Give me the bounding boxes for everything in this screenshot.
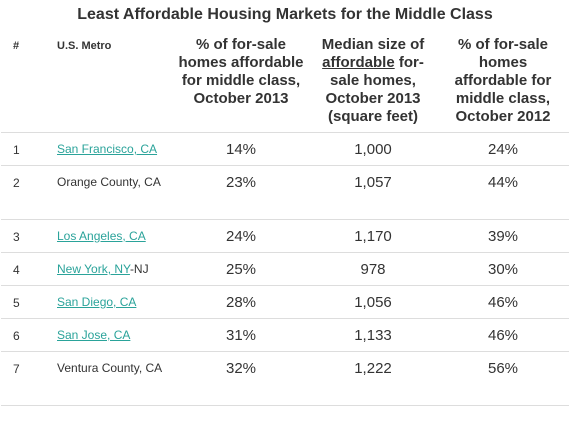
- row-median-size: 1,133: [309, 318, 437, 352]
- row-pct-2012: 44%: [437, 165, 569, 220]
- metro-text: -NJ: [129, 262, 149, 276]
- header-row: # U.S. Metro % of for-sale homes afforda…: [1, 28, 569, 133]
- table-row: 4 New York, NY-NJ 25% 978 30%: [1, 252, 569, 286]
- row-metro: San Francisco, CA: [45, 132, 173, 166]
- row-metro: San Jose, CA: [45, 318, 173, 352]
- row-pct-2012: 46%: [437, 318, 569, 352]
- row-num: 2: [1, 165, 45, 220]
- metro-link[interactable]: San Jose, CA: [57, 328, 131, 342]
- table-row: 3 Los Angeles, CA 24% 1,170 39%: [1, 219, 569, 253]
- row-metro: San Diego, CA: [45, 285, 173, 319]
- header-size-pre: Median size of: [321, 36, 425, 53]
- row-pct-2012: 56%: [437, 351, 569, 406]
- row-num: 3: [1, 219, 45, 253]
- table-row: 6 San Jose, CA 31% 1,133 46%: [1, 318, 569, 352]
- row-metro: Ventura County, CA: [45, 351, 173, 406]
- header-pct-2013: % of for-sale homes affordable for middl…: [173, 28, 309, 133]
- table-row: 7 Ventura County, CA 32% 1,222 56%: [1, 351, 569, 406]
- header-num: #: [1, 28, 45, 133]
- header-median-size: Median size of affordable for-sale homes…: [309, 28, 437, 133]
- row-pct-2012: 46%: [437, 285, 569, 319]
- table-row: 1 San Francisco, CA 14% 1,000 24%: [1, 132, 569, 166]
- housing-table: # U.S. Metro % of for-sale homes afforda…: [1, 28, 569, 406]
- row-median-size: 978: [309, 252, 437, 286]
- table-row: 5 San Diego, CA 28% 1,056 46%: [1, 285, 569, 319]
- row-pct-2012: 30%: [437, 252, 569, 286]
- metro-link[interactable]: San Diego, CA: [57, 295, 137, 309]
- row-median-size: 1,170: [309, 219, 437, 253]
- row-median-size: 1,056: [309, 285, 437, 319]
- row-pct-2013: 25%: [173, 252, 309, 286]
- metro-text: Orange County, CA: [57, 175, 161, 189]
- row-pct-2013: 28%: [173, 285, 309, 319]
- row-num: 4: [1, 252, 45, 286]
- metro-link[interactable]: Los Angeles, CA: [57, 229, 146, 243]
- row-num: 1: [1, 132, 45, 166]
- row-pct-2013: 23%: [173, 165, 309, 220]
- table-title: Least Affordable Housing Markets for the…: [77, 6, 493, 23]
- row-num: 6: [1, 318, 45, 352]
- row-metro: Orange County, CA: [45, 165, 173, 220]
- header-size-post: for-sale homes, October 2013 (square fee…: [325, 54, 424, 125]
- row-pct-2012: 39%: [437, 219, 569, 253]
- metro-link[interactable]: San Francisco, CA: [57, 142, 158, 156]
- header-metro: U.S. Metro: [45, 28, 173, 133]
- row-metro: New York, NY-NJ: [45, 252, 173, 286]
- row-num: 5: [1, 285, 45, 319]
- row-median-size: 1,057: [309, 165, 437, 220]
- row-metro: Los Angeles, CA: [45, 219, 173, 253]
- row-pct-2012: 24%: [437, 132, 569, 166]
- metro-link[interactable]: New York, NY: [57, 262, 130, 276]
- row-pct-2013: 24%: [173, 219, 309, 253]
- table-row: 2 Orange County, CA 23% 1,057 44%: [1, 165, 569, 220]
- header-pct-2012: % of for-sale homes affordable for middl…: [437, 28, 569, 133]
- row-median-size: 1,222: [309, 351, 437, 406]
- metro-text: Ventura County, CA: [57, 361, 163, 375]
- row-pct-2013: 31%: [173, 318, 309, 352]
- header-size-underlined: affordable: [322, 54, 395, 71]
- row-pct-2013: 14%: [173, 132, 309, 166]
- row-pct-2013: 32%: [173, 351, 309, 406]
- row-num: 7: [1, 351, 45, 406]
- row-median-size: 1,000: [309, 132, 437, 166]
